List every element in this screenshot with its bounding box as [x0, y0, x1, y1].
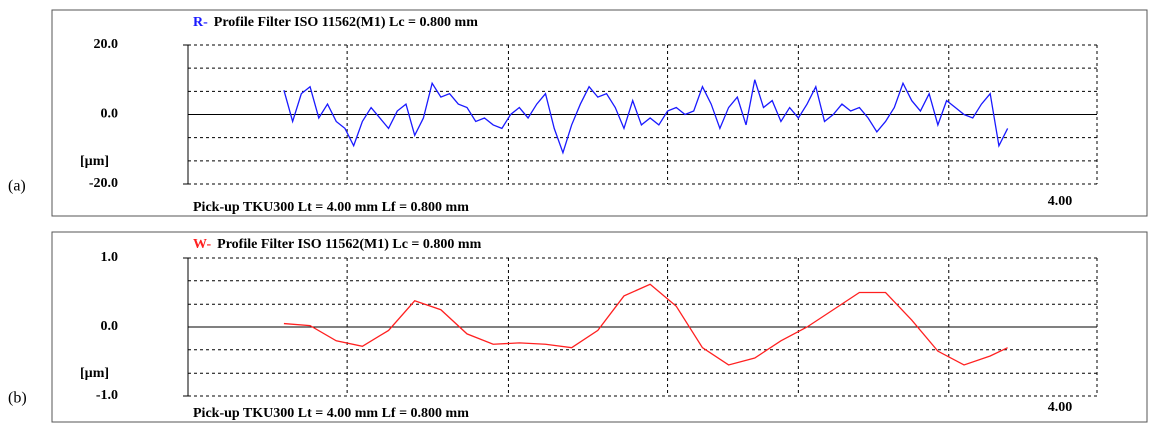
y-tick-label: 0.0 — [101, 107, 119, 122]
panel-frame — [51, 231, 1148, 423]
y-axis-label: [µm] — [80, 154, 109, 169]
panel-frame — [51, 9, 1148, 217]
footer: Pick-up TKU300 Lt = 4.00 mm Lf = 0.800 m… — [193, 406, 469, 421]
footer: Pick-up TKU300 Lt = 4.00 mm Lf = 0.800 m… — [193, 200, 469, 215]
y-tick-label: 20.0 — [94, 37, 119, 52]
y-tick-label: 0.0 — [101, 319, 119, 334]
title-text: Profile Filter ISO 11562(M1) Lc = 0.800 … — [217, 237, 481, 252]
profile-letter: W- — [193, 237, 211, 252]
y-tick-label: -20.0 — [89, 176, 118, 191]
y-tick-label: -1.0 — [96, 388, 118, 403]
y-axis-label: [µm] — [80, 366, 109, 381]
x-tick-label: 4.00 — [1048, 194, 1073, 209]
x-tick-label: 4.00 — [1048, 400, 1073, 415]
panel-label: (b) — [8, 390, 27, 407]
profile-line — [283, 79, 1009, 155]
profile-letter: R- — [193, 15, 208, 30]
chart-title: R- Profile Filter ISO 11562(M1) Lc = 0.80… — [193, 15, 478, 30]
y-tick-label: 1.0 — [101, 250, 119, 265]
panel-label: (a) — [8, 178, 26, 195]
title-text: Profile Filter ISO 11562(M1) Lc = 0.800 … — [214, 15, 478, 30]
chart-title: W- Profile Filter ISO 11562(M1) Lc = 0.80… — [193, 237, 482, 252]
profile-line — [283, 283, 1008, 366]
